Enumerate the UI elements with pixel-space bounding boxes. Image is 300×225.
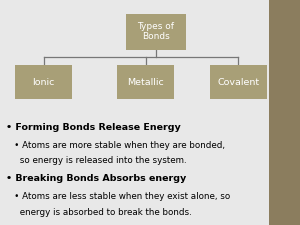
Text: Ionic: Ionic — [32, 78, 55, 87]
Text: • Atoms are less stable when they exist alone, so: • Atoms are less stable when they exist … — [6, 192, 230, 201]
Text: energy is absorbed to break the bonds.: energy is absorbed to break the bonds. — [6, 208, 192, 217]
FancyBboxPatch shape — [117, 65, 174, 99]
FancyBboxPatch shape — [126, 14, 186, 50]
Text: • Atoms are more stable when they are bonded,: • Atoms are more stable when they are bo… — [6, 141, 225, 150]
Text: Types of
Bonds: Types of Bonds — [137, 22, 175, 41]
Text: so energy is released into the system.: so energy is released into the system. — [6, 156, 187, 165]
FancyBboxPatch shape — [210, 65, 267, 99]
FancyBboxPatch shape — [15, 65, 72, 99]
FancyBboxPatch shape — [268, 0, 300, 225]
Text: • Forming Bonds Release Energy: • Forming Bonds Release Energy — [6, 123, 181, 132]
Text: • Breaking Bonds Absorbs energy: • Breaking Bonds Absorbs energy — [6, 174, 186, 183]
Text: Metallic: Metallic — [127, 78, 164, 87]
Text: Covalent: Covalent — [218, 78, 260, 87]
